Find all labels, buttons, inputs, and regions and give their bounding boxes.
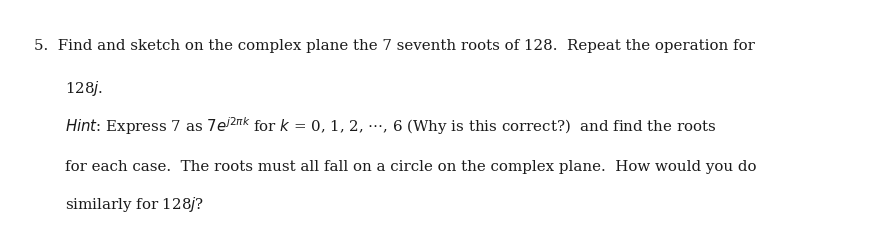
Text: for each case.  The roots must all fall on a circle on the complex plane.  How w: for each case. The roots must all fall o… bbox=[65, 160, 757, 174]
Text: similarly for 128$j$?: similarly for 128$j$? bbox=[65, 195, 204, 214]
Text: 5.  Find and sketch on the complex plane the 7 seventh roots of 128.  Repeat the: 5. Find and sketch on the complex plane … bbox=[34, 39, 755, 53]
Text: $\mathit{Hint}$: Express 7 as $7e^{j2\pi k}$ for $k$ = 0, 1, 2, $\cdots$, 6 (Why: $\mathit{Hint}$: Express 7 as $7e^{j2\pi… bbox=[65, 115, 717, 137]
Text: 128$j$.: 128$j$. bbox=[65, 79, 103, 98]
